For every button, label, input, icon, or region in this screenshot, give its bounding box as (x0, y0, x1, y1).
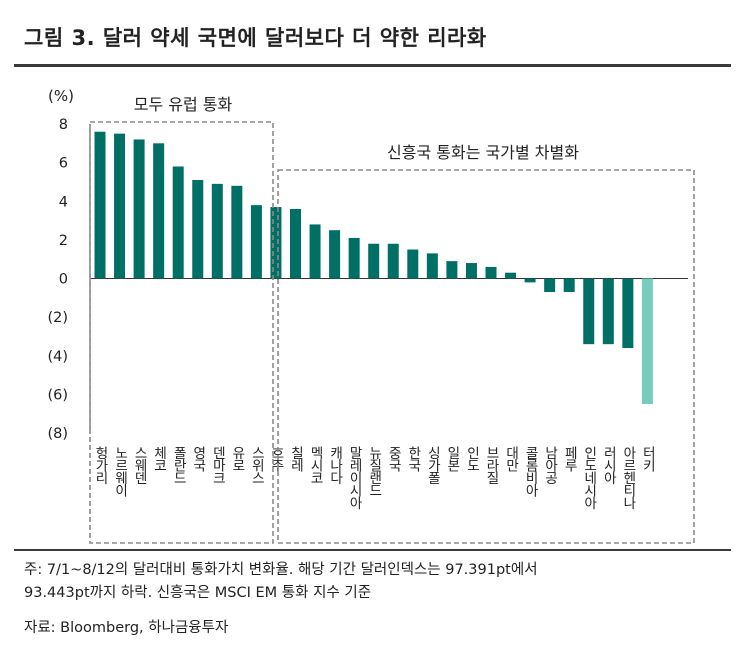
source-note: 자료: Bloomberg, 하나금융투자 (24, 620, 229, 636)
category-label: 브라질 (483, 446, 499, 485)
bar-chart: (%) 8 6 4 2 0 (2) (4) (6) (8) 헝가리 노르웨이 스웨덴 체코 폴란드 영국 덴마크… (47, 87, 695, 544)
category-label: 유로 (229, 446, 245, 471)
y-tick-label: (2) (47, 310, 68, 326)
group-box (277, 169, 695, 544)
y-tick-label: (6) (47, 387, 68, 403)
bar (524, 278, 536, 283)
y-tick-label: 2 (59, 233, 68, 249)
bar (446, 261, 458, 279)
category-label: 말레이시아 (346, 446, 362, 510)
category-label: 한국 (405, 446, 421, 473)
bar (465, 263, 477, 279)
category-label: 스위스 (248, 446, 264, 484)
y-tick-label: 8 (59, 117, 68, 133)
category-label: 대만 (503, 446, 519, 473)
footer-divider (14, 549, 731, 551)
title-divider (14, 64, 731, 67)
bar (270, 207, 282, 279)
category-label: 러시아 (600, 446, 616, 485)
category-label: 체코 (151, 446, 167, 471)
bar (641, 278, 653, 405)
bar (563, 278, 575, 293)
group-box (89, 121, 274, 544)
bar (602, 278, 614, 345)
bar (133, 139, 145, 279)
category-label: 노르웨이 (112, 446, 128, 497)
bar (114, 133, 126, 279)
bar (368, 243, 380, 279)
bar (485, 266, 497, 279)
y-tick-label: (8) (47, 426, 68, 442)
category-label: 페루 (561, 446, 577, 473)
y-unit-label: (%) (48, 87, 74, 105)
bar (426, 253, 438, 279)
bar (329, 230, 341, 279)
footnote-line-1: 주: 7/1~8/12의 달러대비 통화가치 변화율. 해당 기간 달러인덱스는… (24, 562, 538, 578)
footnote-line-2: 93.443pt까지 하락. 신흥국은 MSCI EM 통화 지수 기준 (24, 585, 372, 601)
category-label: 싱가폴 (424, 446, 440, 485)
category-label: 호주 (268, 446, 284, 473)
category-label: 인도 (463, 446, 479, 471)
bar (231, 185, 243, 279)
category-label: 뉴질랜드 (366, 446, 382, 496)
category-label: 콜롬비아 (522, 446, 538, 497)
bar (387, 243, 399, 279)
category-label: 폴란드 (170, 446, 186, 484)
bar (407, 249, 419, 279)
bar (505, 272, 517, 279)
group-label: 신흥국 통화는 국가별 차별화 (387, 143, 579, 162)
y-tick-label: 0 (59, 272, 68, 288)
category-label: 중국 (385, 446, 401, 472)
group-label: 모두 유럽 통화 (134, 95, 233, 114)
bar (192, 180, 204, 279)
bar (290, 208, 301, 279)
bar (583, 278, 595, 345)
category-label: 칠레 (288, 446, 304, 473)
y-tick-label: 6 (59, 156, 68, 172)
bar (622, 278, 634, 349)
category-label: 영국 (190, 446, 206, 473)
category-label: 일본 (444, 446, 460, 473)
bar (94, 131, 106, 279)
y-tick-label: (4) (47, 349, 68, 365)
category-label: 남아공 (542, 446, 558, 485)
bar (348, 237, 360, 279)
chart-title: 그림 3. 달러 약세 국면에 달러보다 더 약한 리라화 (24, 26, 487, 50)
category-label: 스웨덴 (131, 446, 147, 485)
bar (211, 183, 223, 279)
bar (172, 166, 184, 279)
bar (153, 143, 165, 279)
category-label: 인도네시아 (581, 446, 597, 510)
category-label: 아르헨티나 (620, 446, 636, 510)
bar (309, 224, 321, 279)
category-label: 캐나다 (327, 446, 343, 485)
category-label: 터키 (639, 446, 655, 473)
category-label: 덴마크 (209, 446, 225, 484)
category-label: 헝가리 (92, 446, 108, 485)
y-tick-label: 4 (59, 194, 68, 210)
bar (250, 205, 262, 279)
category-label: 멕시코 (307, 446, 323, 484)
bar (544, 278, 556, 293)
